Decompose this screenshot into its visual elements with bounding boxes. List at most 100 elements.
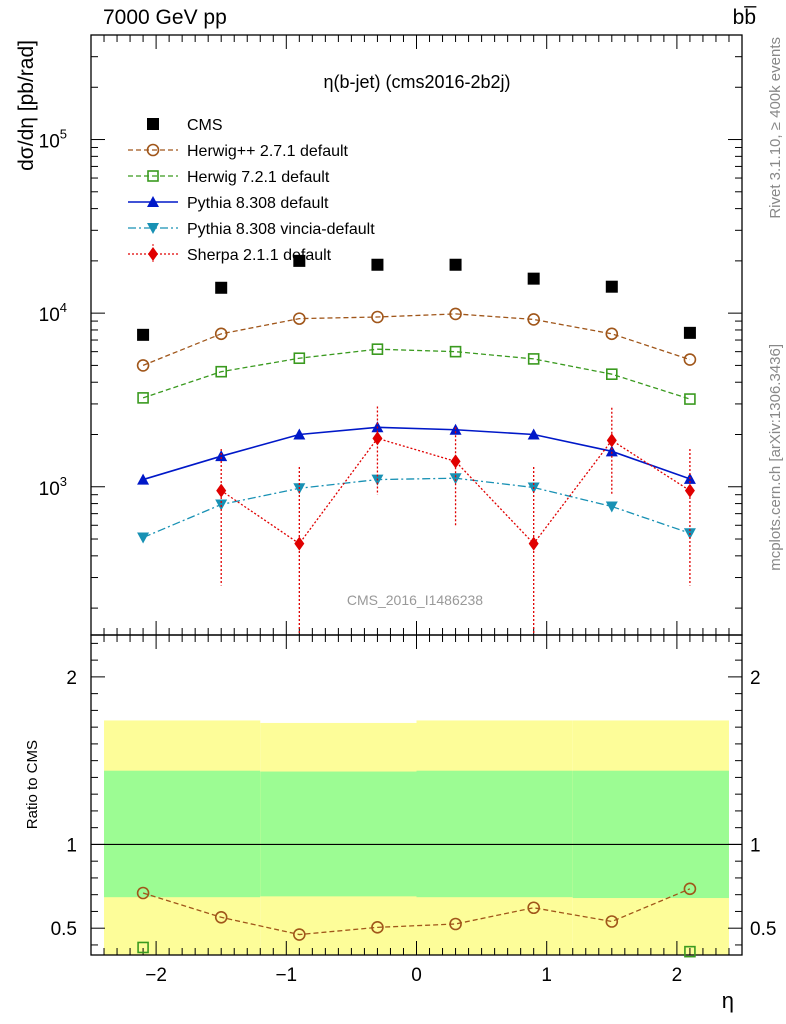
ratio-point	[136, 886, 150, 900]
data-point	[371, 258, 384, 271]
data-point	[372, 431, 383, 446]
x-axis-ticks	[103, 35, 730, 955]
data-point	[527, 313, 540, 326]
ratio-point	[371, 921, 384, 934]
data-point	[606, 433, 617, 448]
data-point	[214, 327, 228, 341]
data-point	[605, 368, 618, 380]
legend-label: Pythia 8.308 vincia-default	[187, 221, 375, 238]
data-point	[605, 501, 618, 513]
series-line	[142, 348, 691, 400]
series-5	[216, 406, 695, 635]
ratio-point	[684, 945, 696, 958]
y-tick-exponent: 5	[60, 127, 67, 142]
legend-marker	[147, 223, 159, 234]
data-point	[684, 483, 695, 498]
y-tick-label-right: 2	[750, 668, 761, 689]
data-point	[527, 272, 540, 285]
series-3	[137, 421, 696, 485]
legend-label: Pythia 8.308 default	[187, 195, 329, 212]
legend-label: Herwig 7.2.1 default	[187, 169, 330, 186]
analysis-watermark: CMS_2016_I1486238	[347, 592, 483, 608]
data-point	[137, 532, 150, 544]
data-point	[449, 307, 462, 321]
data-point	[449, 345, 462, 358]
legend-marker	[147, 170, 159, 182]
data-point	[215, 450, 228, 462]
legend-label: CMS	[187, 117, 223, 134]
ratio-band-inner	[260, 771, 417, 897]
data-point	[215, 365, 227, 378]
ratio-series-0	[136, 882, 697, 941]
ratio-band-inner	[104, 770, 261, 898]
data-point	[215, 281, 228, 294]
y-tick-label-right: 1	[750, 835, 761, 856]
ratio-bands	[104, 720, 729, 955]
main-y-ticks	[91, 34, 742, 609]
series-line	[142, 313, 691, 367]
ratio-point	[683, 882, 697, 896]
data-point	[216, 483, 227, 498]
y-tick-label-right: 0.5	[750, 919, 776, 940]
data-point	[137, 392, 149, 404]
process-label: bb̅	[732, 6, 756, 29]
data-point	[137, 328, 150, 341]
ratio-line	[142, 888, 691, 936]
x-tick-label: −1	[275, 965, 297, 986]
x-tick-label: 2	[672, 965, 683, 986]
legend-marker	[147, 196, 159, 207]
data-point	[449, 258, 462, 271]
y-tick-label: 105	[39, 127, 67, 153]
data-point	[605, 327, 619, 341]
ratio-point	[527, 901, 540, 915]
y-tick-exponent: 3	[60, 474, 67, 489]
y-axis-label: dσ/dη [pb/rad]	[15, 40, 38, 171]
ratio-band-inner	[416, 770, 573, 898]
x-tick-label: −2	[145, 965, 167, 986]
legend-marker	[147, 118, 159, 130]
beam-energy-label: 7000 GeV pp	[103, 6, 227, 29]
data-point	[137, 473, 150, 485]
data-point	[528, 536, 539, 551]
x-tick-label: 0	[411, 965, 422, 986]
ratio-point	[137, 941, 149, 954]
ratio-point	[605, 915, 619, 928]
legend-label: Herwig++ 2.7.1 default	[187, 143, 349, 160]
ratio-series-1	[137, 941, 696, 958]
ratio-band-inner	[572, 770, 729, 899]
series-1	[136, 307, 697, 372]
legend-marker	[146, 143, 160, 157]
y-tick-label: 0.5	[51, 919, 77, 940]
y-tick-exponent: 4	[60, 300, 67, 315]
data-point	[683, 326, 696, 339]
x-axis-label: η	[722, 988, 734, 1013]
data-point	[450, 454, 461, 469]
ratio-point	[449, 917, 462, 931]
data-point	[293, 352, 306, 365]
data-point	[294, 536, 305, 551]
ratio-y-ticks	[91, 642, 742, 946]
series-line	[142, 426, 691, 481]
ratio-point	[214, 911, 228, 924]
data-point	[527, 353, 540, 365]
data-point	[449, 473, 462, 485]
y-tick-label: 2	[66, 668, 77, 689]
data-point	[605, 445, 618, 457]
series-4	[137, 473, 696, 544]
data-point	[371, 310, 384, 324]
ratio-point	[293, 928, 306, 941]
chart-title: η(b-jet) (cms2016-2b2j)	[323, 72, 510, 92]
ratio-y-axis-label: Ratio to CMS	[24, 740, 41, 829]
y-tick-label: 104	[39, 300, 67, 326]
data-point	[371, 343, 384, 355]
data-point	[605, 280, 618, 293]
data-point	[683, 353, 697, 366]
x-tick-label: 1	[541, 965, 552, 986]
data-point	[293, 428, 306, 440]
legend-label: Sherpa 2.1.1 default	[187, 247, 332, 264]
data-point	[293, 254, 306, 267]
y-tick-label: 1	[66, 835, 77, 856]
series-2	[137, 343, 696, 405]
y-tick-label: 103	[39, 474, 67, 500]
data-point	[527, 428, 540, 440]
